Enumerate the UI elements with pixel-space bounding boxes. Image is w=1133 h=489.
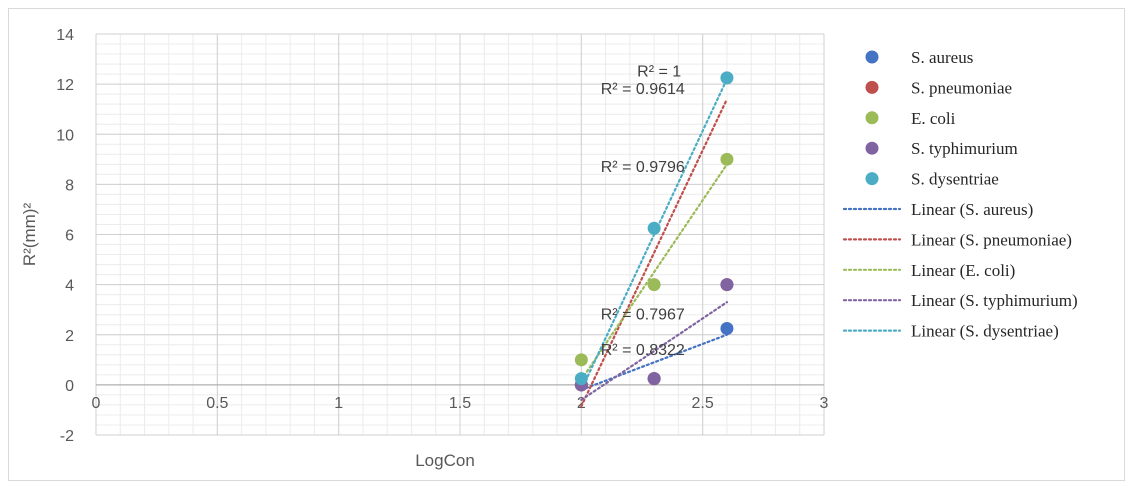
- trendline: [580, 98, 729, 408]
- y-tick-label: 8: [65, 177, 74, 194]
- legend-entry: Linear (S. pneumoniae): [911, 230, 1072, 249]
- legend-marker: [865, 80, 879, 94]
- r-squared-label: R² = 0.7967: [601, 307, 685, 324]
- legend-entry: Linear (S. aureus): [911, 200, 1033, 219]
- trendlines: [580, 78, 729, 408]
- r-squared-label: R² = 0.9614: [601, 81, 685, 98]
- annotations: R² = 1R² = 0.9614 R² = 0.9796 R² = 0.7967 R…: [601, 64, 685, 359]
- y-tick-label: 2: [65, 328, 74, 345]
- x-tick-label: 0.5: [206, 395, 228, 412]
- y-tick-label: 12: [56, 77, 74, 94]
- legend-entry: Linear (S. dysentriae): [911, 322, 1059, 341]
- legend-marker: [865, 50, 879, 64]
- gridlines: [95, 33, 825, 436]
- x-tick-label: 1: [334, 395, 343, 412]
- legend-entry: S. typhimurium: [911, 139, 1018, 158]
- r-squared-label: R² = 1: [637, 64, 681, 81]
- legend-entry: S. pneumoniae: [911, 78, 1012, 97]
- legend-marker: [865, 141, 879, 155]
- x-axis-title: LogCon: [415, 451, 475, 470]
- x-tick-label: 2.5: [692, 395, 714, 412]
- x-tick-label: 1.5: [449, 395, 471, 412]
- data-point: [720, 278, 734, 292]
- chart-frame: -2 0 2 4 6 8 10 12 14 0 0.5 1 1.5 2 2.5 3 R² = 1 R² = 0.…: [8, 8, 1125, 481]
- legend-entry: S. dysentriae: [911, 170, 999, 189]
- data-point: [574, 353, 588, 367]
- legend-entry: Linear (E. coli): [911, 261, 1015, 280]
- data-point: [647, 221, 661, 235]
- data-point: [720, 71, 734, 85]
- legend-marker: [865, 111, 879, 125]
- legend-entry: Linear (S. typhimurium): [911, 291, 1078, 310]
- y-tick-label: 10: [56, 127, 74, 144]
- y-axis-title: R²(mm)²: [20, 203, 39, 267]
- trendline: [580, 333, 729, 391]
- axes: -2 0 2 4 6 8 10 12 14 0 0.5 1 1.5 2 2.5 3: [56, 27, 828, 445]
- y-tick-label: 0: [65, 378, 74, 395]
- data-point: [720, 152, 734, 166]
- x-tick-label: 2: [577, 395, 586, 412]
- legend: S. aureus S. pneumoniae E. coli S. typhimur…: [842, 48, 1078, 341]
- data-point: [574, 372, 588, 386]
- data-point: [647, 278, 661, 292]
- data-point: [647, 372, 661, 386]
- data-points: [574, 71, 734, 392]
- y-tick-label: 14: [56, 27, 74, 44]
- x-tick-label: 0: [92, 395, 101, 412]
- y-tick-label: 4: [65, 278, 74, 295]
- y-tick-label: -2: [60, 428, 74, 445]
- r-squared-label: R² = 0.9796: [601, 159, 685, 176]
- legend-entry: E. coli: [911, 109, 956, 128]
- y-tick-label: 6: [65, 228, 74, 245]
- legend-marker: [865, 172, 879, 186]
- trendline: [580, 163, 729, 381]
- x-tick-label: 3: [820, 395, 829, 412]
- legend-entry: S. aureus: [911, 48, 973, 67]
- trendline: [580, 301, 729, 402]
- r-squared-label: R² = 0.8322: [601, 342, 685, 359]
- data-point: [720, 321, 734, 335]
